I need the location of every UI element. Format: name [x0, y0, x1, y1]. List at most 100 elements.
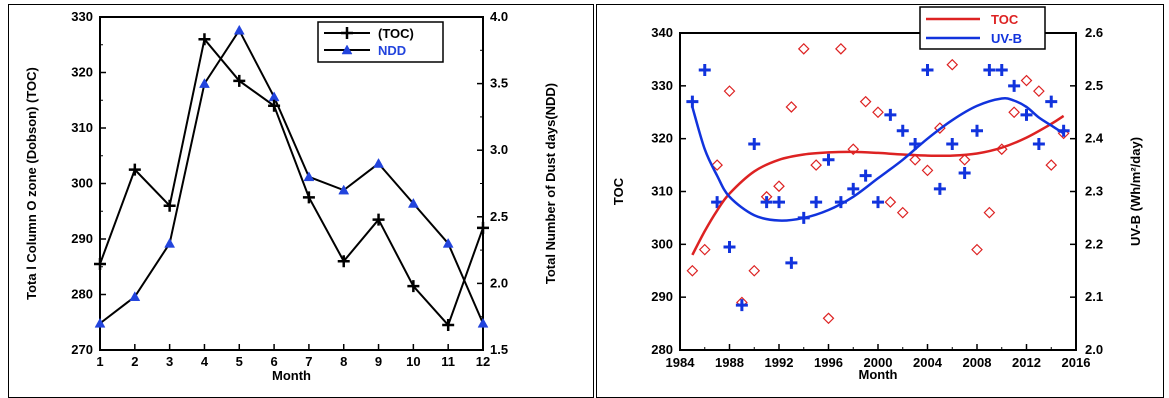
toc-scatter-point [909, 153, 921, 166]
uvb-scatter-point [958, 167, 971, 180]
ndd-point [233, 24, 245, 35]
ndd-point [442, 237, 454, 248]
toc-scatter-point [971, 243, 983, 256]
toc-point [442, 319, 455, 332]
toc-scatter-point [698, 243, 711, 256]
plot1-ytick-label: 310 [71, 120, 93, 135]
plot1-xtick-label: 9 [375, 354, 382, 369]
plot1-ytick-label: 280 [71, 287, 93, 302]
legend-ndd-marker [341, 44, 353, 55]
legend-ndd-label: NDD [378, 43, 406, 58]
toc-scatter-point [686, 264, 699, 277]
uvb-scatter-point [723, 240, 736, 253]
ndd-point [94, 317, 106, 328]
toc-point [337, 255, 350, 268]
plot2-xtick-label: 2004 [913, 355, 943, 370]
plot2-y2tick-label: 2.4 [1085, 131, 1104, 146]
toc-scatter-point [847, 143, 860, 156]
plot2-frame [679, 32, 1077, 351]
toc-scatter-point [785, 101, 798, 113]
plot2-xtick-label: 1992 [765, 355, 794, 370]
toc-point [477, 221, 489, 234]
plot2-ytick-label: 330 [651, 78, 673, 93]
ndd-point [268, 91, 280, 102]
plot1-xlabel: Month [272, 368, 311, 383]
uvb-scatter-point [1008, 79, 1021, 92]
toc-scatter-point [835, 43, 847, 55]
uvb-scatter-point [995, 63, 1008, 76]
plot1-xtick-label: 3 [166, 354, 173, 369]
plot2-ytick-label: 280 [651, 342, 673, 357]
plot1-xtick-label: 4 [201, 354, 209, 369]
plot2-xtick-label: 2016 [1062, 355, 1091, 370]
uvb-scatter-point [859, 169, 872, 182]
ndd-point [407, 197, 419, 208]
plot1-xtick-label: 12 [476, 354, 490, 369]
toc-scatter-point [748, 264, 761, 277]
plot1-xtick-label: 11 [441, 354, 455, 369]
uvb-scatter-point [748, 137, 761, 150]
plot1-xtick-label: 1 [96, 354, 103, 369]
toc-scatter-point [723, 85, 736, 97]
toc-point [302, 191, 315, 204]
plot2-xtick-label: 1984 [666, 355, 696, 370]
toc-scatter-point [1008, 106, 1020, 119]
plot2-ytick-label: 310 [651, 184, 673, 199]
toc-scatter-point [1033, 85, 1045, 97]
plot1-y2tick-label: 1.5 [490, 342, 508, 357]
plot2-y2label: UV-B (Wh/m²/day) [1128, 137, 1143, 246]
toc-point [198, 33, 211, 46]
toc-scatter-point [810, 159, 822, 171]
plot1-y2label: Total Number of Dust days(NDD) [543, 83, 558, 284]
plot2-y2tick-label: 2.3 [1085, 184, 1103, 199]
uvb-scatter-point [711, 196, 724, 209]
plot1-xtick-label: 2 [131, 354, 138, 369]
plot2-ytick-label: 290 [651, 289, 673, 304]
ndd-point [129, 291, 141, 301]
plot1-ytick-label: 270 [71, 342, 93, 357]
plot2-y2tick-label: 2.0 [1085, 342, 1103, 357]
toc-point [128, 163, 141, 176]
plot1-legend [317, 21, 444, 63]
toc-point [233, 74, 246, 87]
plot2-xtick-label: 1996 [814, 355, 843, 370]
legend-toc-fit-label: TOC [991, 12, 1019, 27]
uvb-scatter-point [1032, 137, 1045, 150]
plot1-xtick-label: 10 [406, 354, 420, 369]
legend-uvb-fit-label: UV-B [991, 31, 1022, 46]
uvb-scatter-point [872, 196, 884, 209]
plot1-ytick-label: 330 [71, 9, 93, 24]
plot2-ytick-label: 300 [651, 236, 673, 251]
toc-fit-curve [691, 114, 1065, 256]
uvb-scatter-point [810, 196, 823, 209]
uvb-scatter-point [946, 137, 959, 150]
toc-scatter-point [1020, 74, 1033, 87]
plot2-y2tick-label: 2.5 [1085, 78, 1103, 93]
uvb-scatter-point [822, 153, 835, 166]
toc-scatter-point [797, 43, 810, 55]
toc-point [94, 257, 106, 270]
plot1-xtick-label: 5 [236, 354, 243, 369]
uvb-scatter-point [698, 63, 711, 76]
plot2-xtick-label: 1988 [715, 355, 744, 370]
uvb-scatter-point [1020, 108, 1033, 121]
toc-point [407, 280, 420, 293]
uvb-scatter-point [686, 95, 699, 108]
ndd-point [199, 78, 210, 88]
series-toc-line [99, 36, 484, 327]
series-ndd-line [99, 28, 484, 325]
uvb-scatter-point [983, 63, 996, 76]
ndd-point [303, 171, 315, 182]
plot1-xtick-label: 6 [270, 354, 277, 369]
plot2-ylabel: TOC [611, 177, 626, 205]
toc-scatter-point [884, 196, 897, 208]
toc-scatter-point [859, 95, 872, 108]
plot1-ytick-label: 300 [71, 176, 93, 191]
legend-toc-marker [341, 27, 353, 39]
plot2-y2tick-label: 2.2 [1085, 236, 1103, 251]
plot2-y2tick-label: 2.6 [1085, 25, 1103, 40]
uvb-scatter-point [896, 124, 909, 137]
toc-scatter-point [896, 206, 909, 219]
toc-point [372, 213, 385, 226]
